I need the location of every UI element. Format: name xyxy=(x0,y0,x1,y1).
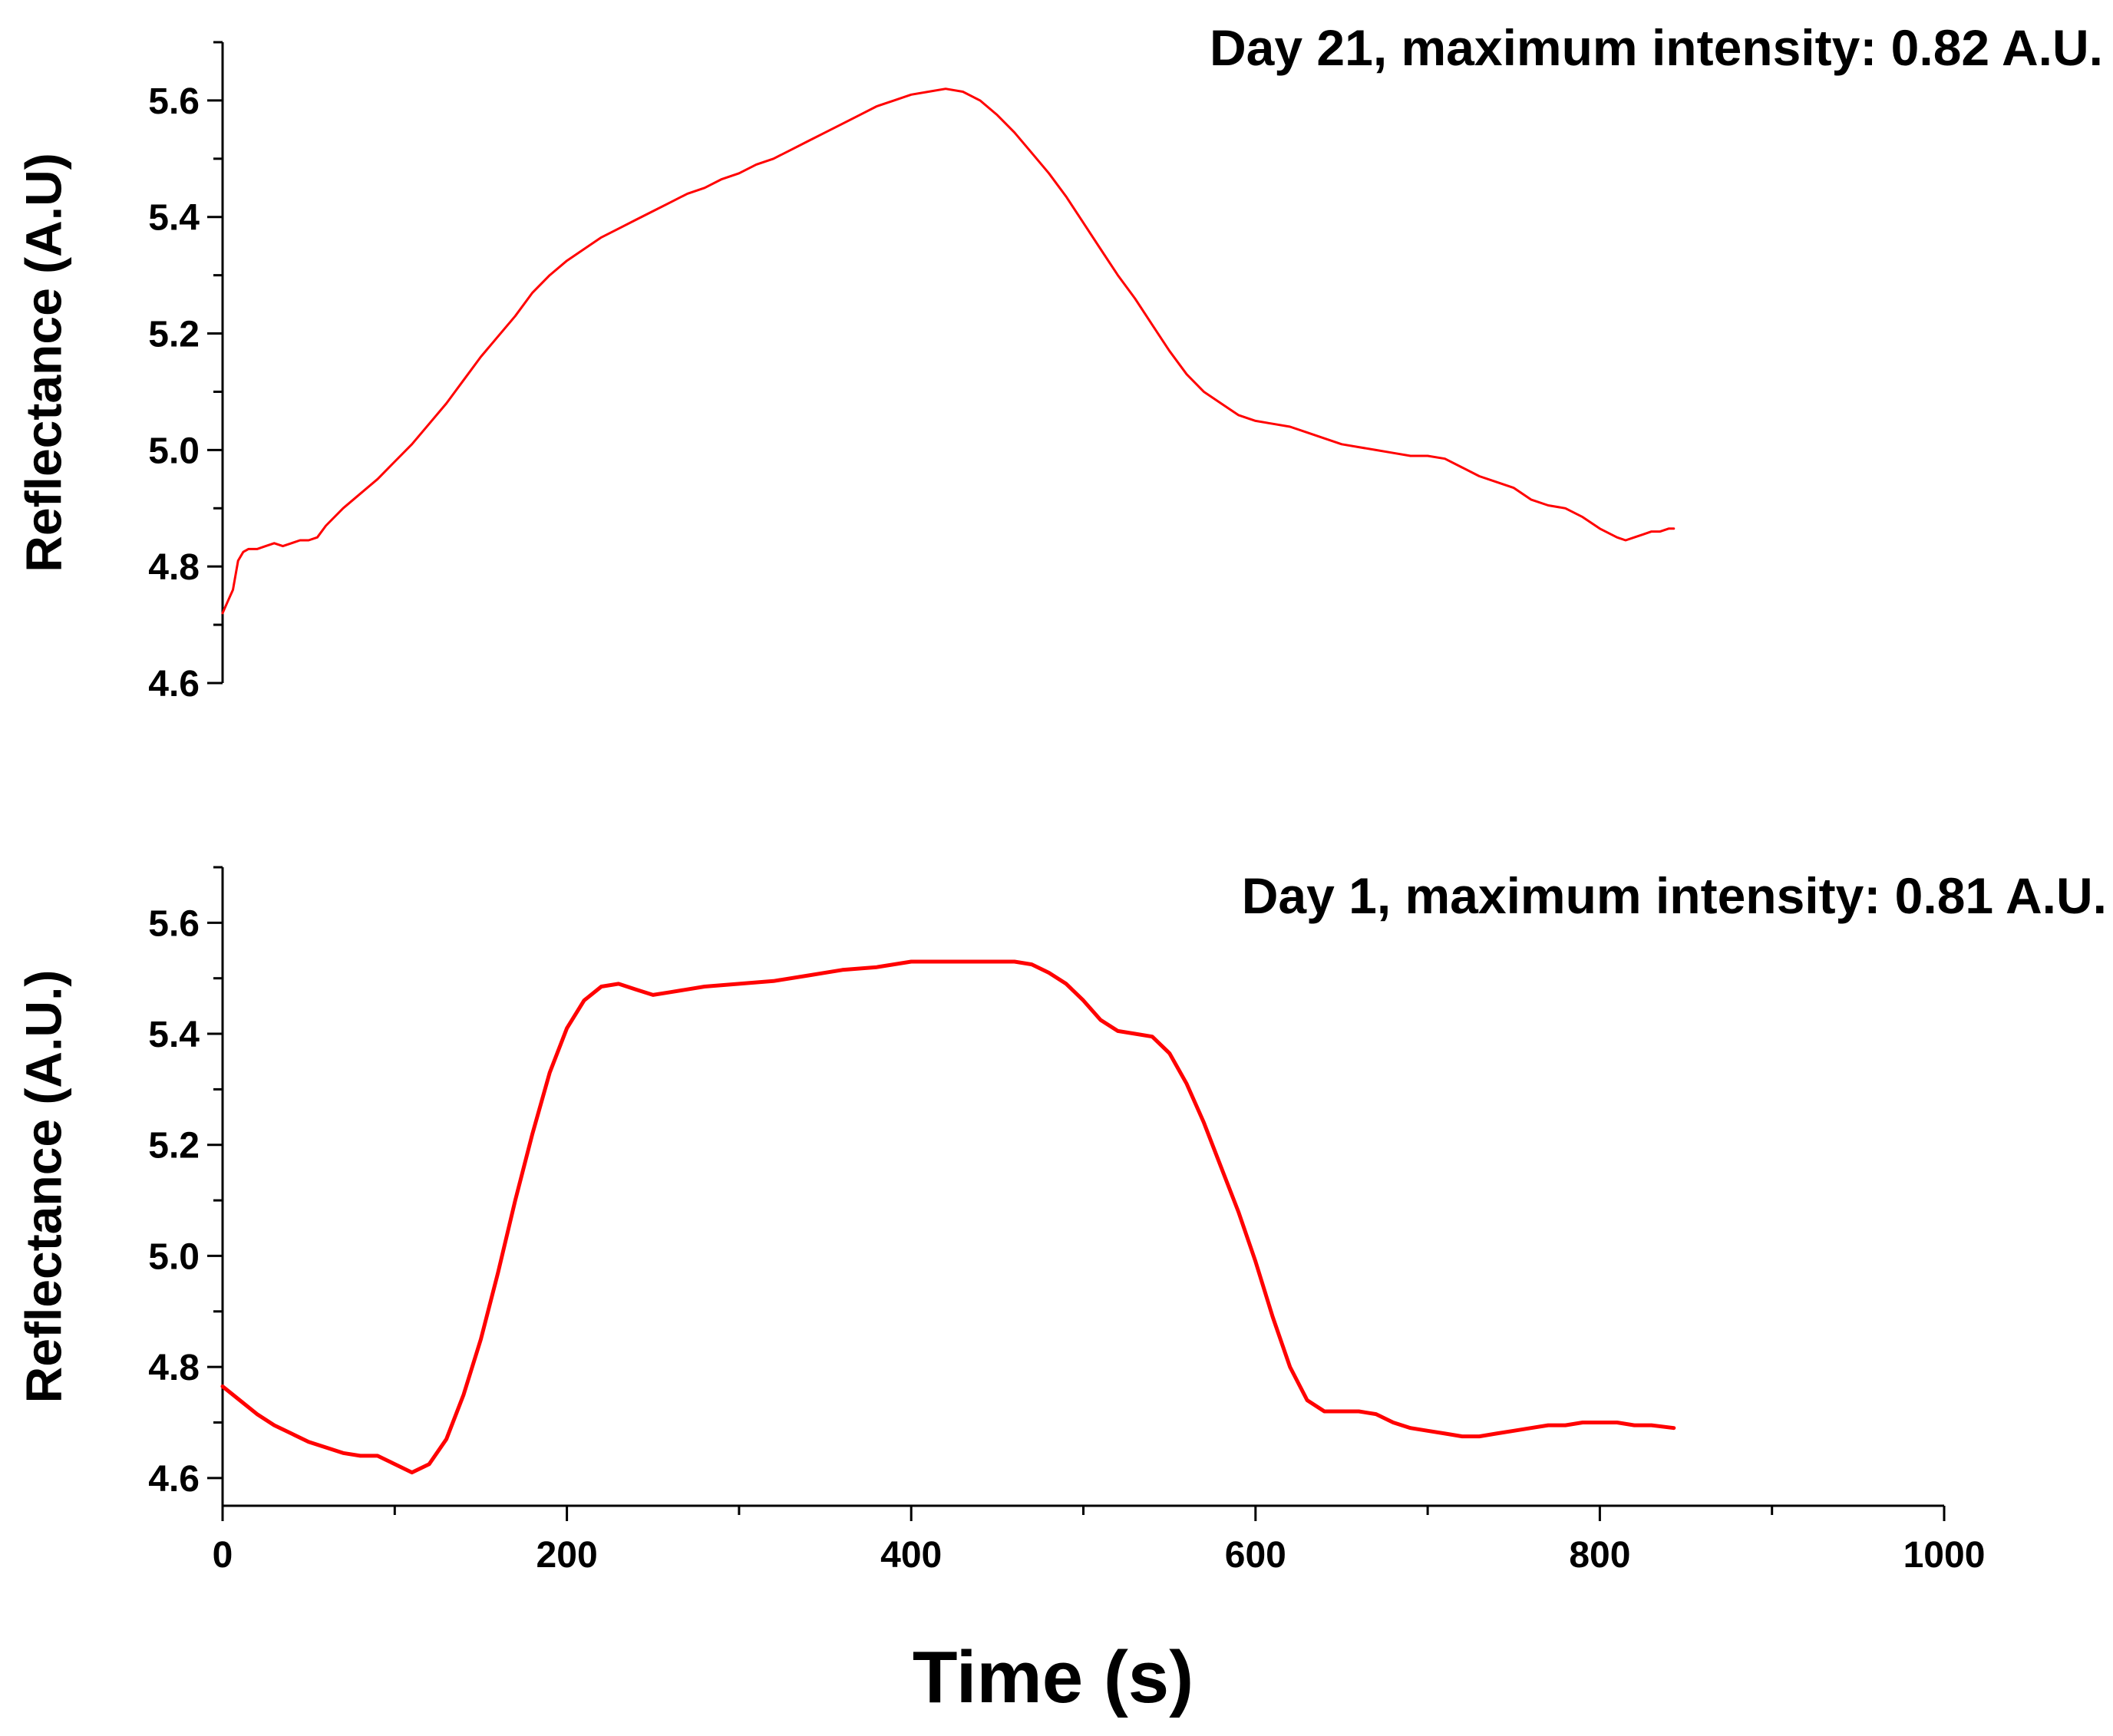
x-tick-label: 0 xyxy=(213,1535,233,1576)
y-tick-label: 5.6 xyxy=(148,903,200,944)
y-tick-label: 4.6 xyxy=(148,664,200,705)
panel-title: Day 1, maximum intensity: 0.81 A.U. xyxy=(1242,867,2107,924)
y-tick-label: 5.0 xyxy=(148,431,200,471)
y-axis-label: Reflectance (A.U) xyxy=(15,153,71,572)
x-tick-label: 200 xyxy=(537,1535,598,1576)
y-tick-label: 5.2 xyxy=(148,1126,200,1167)
y-tick-label: 4.8 xyxy=(148,1348,200,1388)
series-line xyxy=(220,959,1676,1475)
x-axis-label: Time (s) xyxy=(913,1636,1194,1718)
y-tick-label: 5.0 xyxy=(148,1236,200,1277)
panel-day21: 4.6 4.8 5.0 5.2 5.4 5.6 Reflectance (A.U) Day 2… xyxy=(15,19,2103,705)
y-tick-label: 5.6 xyxy=(148,81,200,122)
x-tick-label: 1000 xyxy=(1903,1535,1986,1576)
y-tick-label: 4.6 xyxy=(148,1459,200,1500)
y-tick-label: 5.2 xyxy=(148,315,200,355)
x-tick-label: 600 xyxy=(1225,1535,1286,1576)
panel-day1: 4.6 4.8 5.0 5.2 5.4 5.6 0 200 400 600 800 1000 Refle… xyxy=(15,866,2107,1576)
y-tick-label: 5.4 xyxy=(148,1015,200,1055)
x-tick-label: 400 xyxy=(880,1535,942,1576)
panel-title: Day 21, maximum intensity: 0.82 A.U. xyxy=(1210,19,2103,76)
x-tick-label: 800 xyxy=(1569,1535,1630,1576)
y-axis-label: Reflectance (A.U.) xyxy=(15,970,71,1404)
series-line xyxy=(221,87,1676,615)
y-tick-label: 4.8 xyxy=(148,547,200,588)
y-tick-label: 5.4 xyxy=(148,198,200,239)
